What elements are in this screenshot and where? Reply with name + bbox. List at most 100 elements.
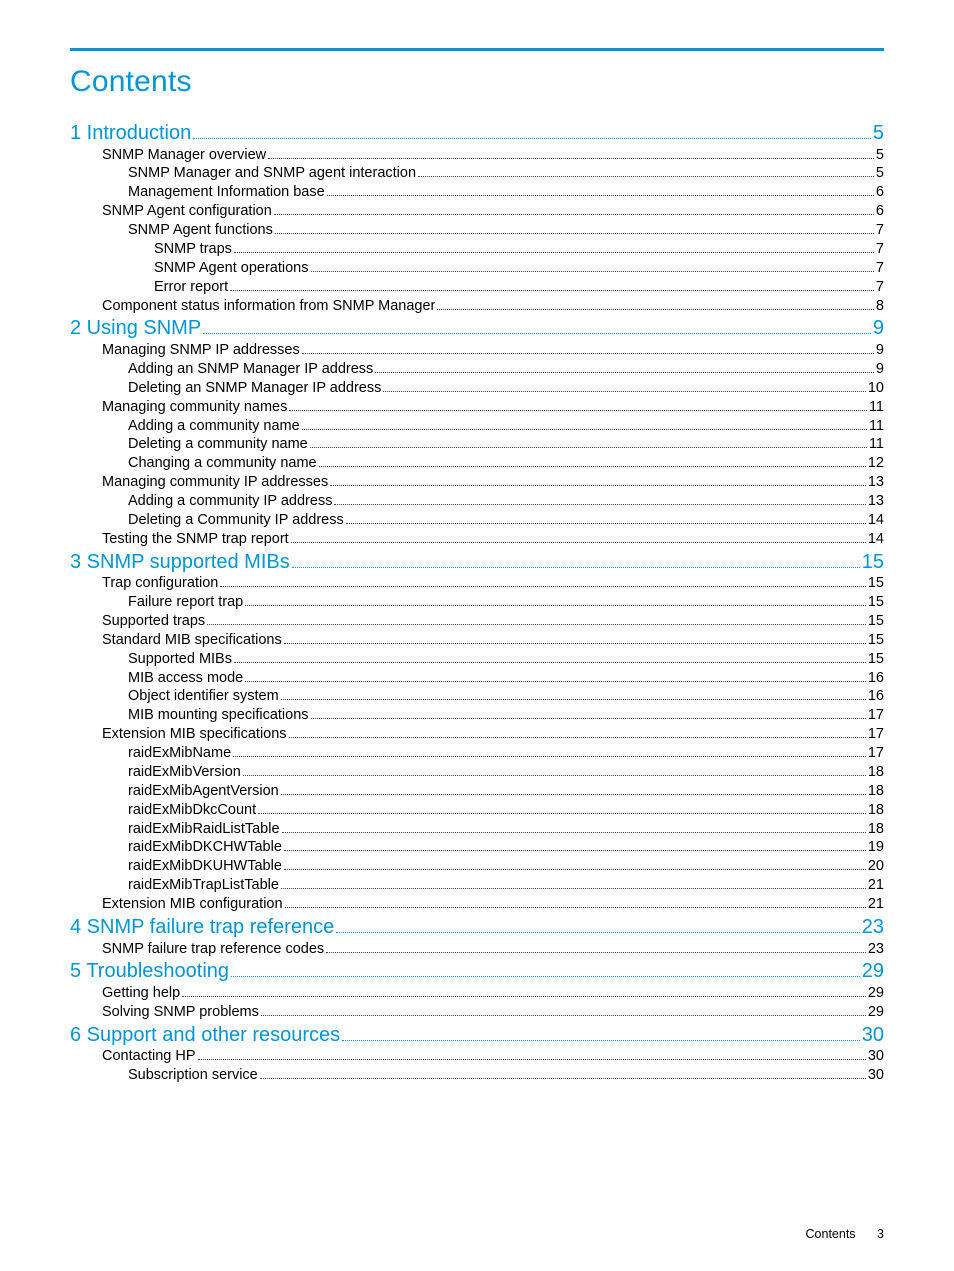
- toc-chapter-entry[interactable]: 1 Introduction5: [70, 121, 884, 145]
- toc-entry[interactable]: raidExMibName 17: [70, 745, 884, 763]
- toc-entry[interactable]: Managing SNMP IP addresses9: [70, 342, 884, 360]
- toc-entry[interactable]: SNMP failure trap reference codes23: [70, 941, 884, 959]
- toc-entry[interactable]: Supported MIBs15: [70, 651, 884, 669]
- toc-entry[interactable]: MIB access mode 16: [70, 670, 884, 688]
- toc-entry[interactable]: raidExMibRaidListTable18: [70, 821, 884, 839]
- toc-entry-page: 11: [869, 436, 884, 454]
- toc-chapter-entry[interactable]: 3 SNMP supported MIBs15: [70, 550, 884, 574]
- toc-entry-page: 12: [868, 455, 884, 473]
- toc-entry[interactable]: raidExMibDKUHWTable20: [70, 858, 884, 876]
- toc-entry[interactable]: raidExMibDkcCount18: [70, 802, 884, 820]
- toc-entry-page: 11: [869, 399, 884, 417]
- toc-entry-page: 30: [868, 1048, 884, 1066]
- toc-entry[interactable]: Solving SNMP problems29: [70, 1004, 884, 1022]
- toc-leader-dots: [281, 794, 866, 795]
- toc-entry-title: SNMP Agent configuration: [102, 203, 272, 221]
- footer-page-number: 3: [877, 1227, 884, 1241]
- toc-entry-title: raidExMibVersion: [128, 764, 241, 782]
- toc-leader-dots: [311, 271, 874, 272]
- toc-leader-dots: [292, 567, 860, 568]
- toc-entry[interactable]: Component status information from SNMP M…: [70, 298, 884, 316]
- toc-entry-title: SNMP traps: [154, 241, 232, 259]
- toc-leader-dots: [243, 775, 866, 776]
- footer-label: Contents: [806, 1227, 856, 1241]
- toc-entry[interactable]: Management Information base6: [70, 184, 884, 202]
- toc-entry-title: Supported MIBs: [128, 651, 232, 669]
- toc-entry[interactable]: SNMP Manager overview5: [70, 147, 884, 165]
- toc-entry[interactable]: Failure report trap15: [70, 594, 884, 612]
- toc-entry[interactable]: Adding a community name11: [70, 418, 884, 436]
- toc-entry-title: Managing community IP addresses: [102, 474, 328, 492]
- toc-entry[interactable]: Deleting a Community IP address14: [70, 512, 884, 530]
- toc-entry-title: Deleting a Community IP address: [128, 512, 344, 530]
- toc-entry-page: 18: [868, 764, 884, 782]
- toc-entry[interactable]: SNMP traps7: [70, 241, 884, 259]
- toc-leader-dots: [207, 624, 866, 625]
- toc-entry-title: Standard MIB specifications: [102, 632, 282, 650]
- toc-entry[interactable]: Contacting HP30: [70, 1048, 884, 1066]
- toc-entry[interactable]: Extension MIB specifications17: [70, 726, 884, 744]
- toc-entry[interactable]: Testing the SNMP trap report14: [70, 531, 884, 549]
- toc-entry-page: 5: [876, 165, 884, 183]
- toc-entry-page: 9: [876, 361, 884, 379]
- toc-entry[interactable]: Changing a community name12: [70, 455, 884, 473]
- toc-entry[interactable]: Standard MIB specifications 15: [70, 632, 884, 650]
- toc-leader-dots: [268, 158, 874, 159]
- toc-entry[interactable]: SNMP Agent functions7: [70, 222, 884, 240]
- toc-entry[interactable]: Adding an SNMP Manager IP address 9: [70, 361, 884, 379]
- toc-entry[interactable]: Extension MIB configuration21: [70, 896, 884, 914]
- toc-entry-page: 23: [862, 915, 884, 939]
- toc-leader-dots: [230, 290, 874, 291]
- toc-entry-title: Adding an SNMP Manager IP address: [128, 361, 373, 379]
- toc-entry[interactable]: raidExMibDKCHWTable19: [70, 839, 884, 857]
- toc-chapter-entry[interactable]: 2 Using SNMP9: [70, 316, 884, 340]
- toc-chapter-entry[interactable]: 4 SNMP failure trap reference23: [70, 915, 884, 939]
- toc-leader-dots: [284, 850, 866, 851]
- toc-entry[interactable]: MIB mounting specifications17: [70, 707, 884, 725]
- toc-entry[interactable]: SNMP Agent configuration6: [70, 203, 884, 221]
- toc-entry[interactable]: Managing community IP addresses13: [70, 474, 884, 492]
- toc-leader-dots: [327, 195, 874, 196]
- toc-entry[interactable]: Object identifier system16: [70, 688, 884, 706]
- toc-entry[interactable]: Managing community names 11: [70, 399, 884, 417]
- toc-entry[interactable]: Getting help 29: [70, 985, 884, 1003]
- toc-leader-dots: [260, 1078, 866, 1079]
- toc-entry-title: 1 Introduction: [70, 121, 191, 145]
- toc-entry[interactable]: raidExMibVersion 18: [70, 764, 884, 782]
- toc-leader-dots: [291, 542, 866, 543]
- toc-entry-title: raidExMibTrapListTable: [128, 877, 279, 895]
- toc-entry[interactable]: raidExMibTrapListTable21: [70, 877, 884, 895]
- toc-entry-page: 15: [862, 550, 884, 574]
- toc-leader-dots: [326, 952, 866, 953]
- toc-entry-title: Extension MIB configuration: [102, 896, 283, 914]
- toc-entry-title: Managing community names: [102, 399, 287, 417]
- toc-entry-page: 17: [868, 745, 884, 763]
- toc-entry-page: 16: [868, 688, 884, 706]
- toc-leader-dots: [231, 976, 860, 977]
- toc-entry[interactable]: Error report7: [70, 279, 884, 297]
- toc-entry[interactable]: Deleting a community name11: [70, 436, 884, 454]
- toc-entry[interactable]: raidExMibAgentVersion18: [70, 783, 884, 801]
- toc-entry-page: 7: [876, 279, 884, 297]
- toc-entry-title: Getting help: [102, 985, 180, 1003]
- toc-entry[interactable]: Deleting an SNMP Manager IP address10: [70, 380, 884, 398]
- toc-leader-dots: [346, 523, 866, 524]
- toc-entry[interactable]: Subscription service30: [70, 1067, 884, 1085]
- toc-entry[interactable]: SNMP Agent operations7: [70, 260, 884, 278]
- toc-entry-page: 29: [868, 985, 884, 1003]
- toc-entry[interactable]: SNMP Manager and SNMP agent interaction5: [70, 165, 884, 183]
- toc-chapter-entry[interactable]: 5 Troubleshooting29: [70, 959, 884, 983]
- toc-entry-title: 5 Troubleshooting: [70, 959, 229, 983]
- toc-entry-page: 7: [876, 222, 884, 240]
- toc-entry-page: 15: [868, 632, 884, 650]
- toc-entry[interactable]: Adding a community IP address13: [70, 493, 884, 511]
- toc-entry-page: 16: [868, 670, 884, 688]
- toc-entry-title: Adding a community IP address: [128, 493, 332, 511]
- toc-entry[interactable]: Trap configuration15: [70, 575, 884, 593]
- toc-entry-title: raidExMibName: [128, 745, 231, 763]
- toc-leader-dots: [182, 996, 866, 997]
- toc-chapter-entry[interactable]: 6 Support and other resources30: [70, 1023, 884, 1047]
- toc-entry[interactable]: Supported traps15: [70, 613, 884, 631]
- toc-leader-dots: [193, 138, 871, 139]
- toc-entry-title: Managing SNMP IP addresses: [102, 342, 300, 360]
